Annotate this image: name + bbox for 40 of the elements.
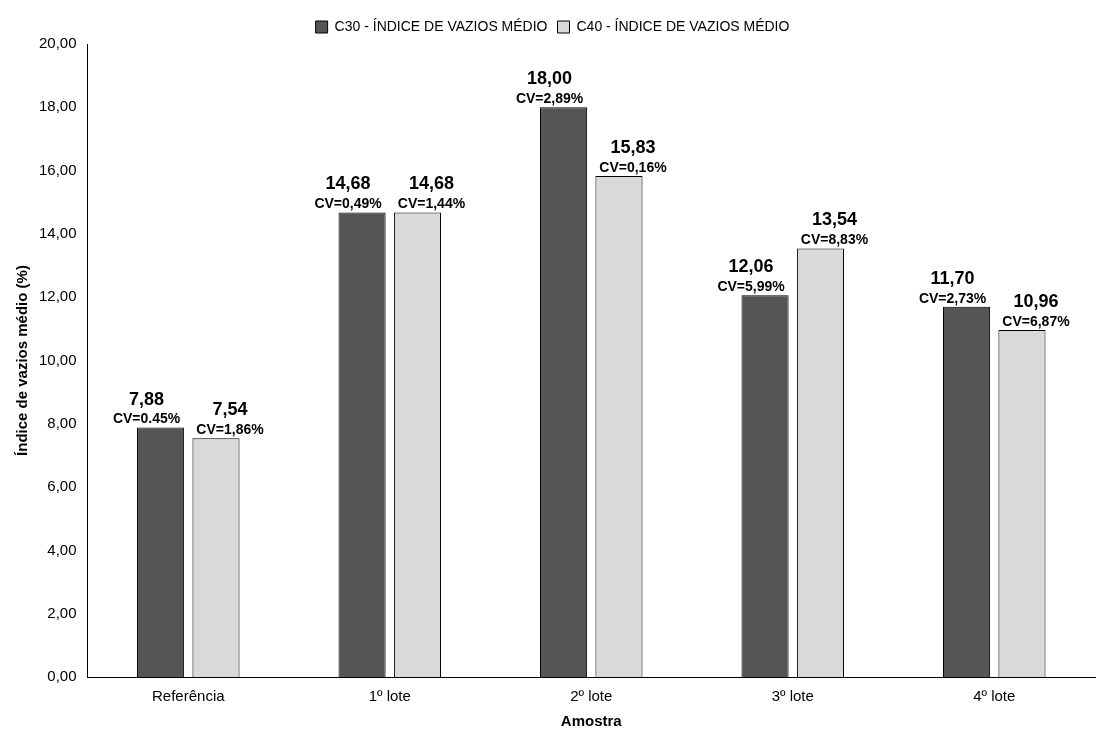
y-tick-label: 2,00 xyxy=(47,603,77,621)
data-label: 14,68 xyxy=(408,173,454,194)
y-tick-label: 12,00 xyxy=(38,287,77,305)
annotation: CV=8,83% xyxy=(800,231,869,248)
data-label: 11,70 xyxy=(930,267,975,288)
x-tick-label: 3º lote xyxy=(771,687,814,705)
annotation: CV=0,16% xyxy=(599,158,668,175)
legend-label: C30 - ÍNDICE DE VAZIOS MÉDIO xyxy=(334,17,548,34)
y-tick-label: 0,00 xyxy=(47,667,77,685)
x-tick-label: 2º lote xyxy=(570,687,613,705)
data-label: 13,54 xyxy=(811,209,857,230)
y-tick-label: 14,00 xyxy=(38,224,77,242)
y-tick-label: 16,00 xyxy=(38,160,77,178)
data-label: 18,00 xyxy=(527,68,573,89)
y-tick-label: 10,00 xyxy=(38,350,77,368)
x-tick-label: Referência xyxy=(152,687,226,705)
y-axis-title: Índice de vazios médio (%) xyxy=(13,265,31,456)
annotation: CV=6,87% xyxy=(1002,312,1071,329)
annotation: CV=0.45% xyxy=(112,410,181,427)
annotation: CV=1,44% xyxy=(397,195,466,212)
data-label: 12,06 xyxy=(728,256,774,277)
y-tick-label: 4,00 xyxy=(47,540,77,558)
legend-label: C40 - ÍNDICE DE VAZIOS MÉDIO xyxy=(576,17,790,34)
x-tick-label: 4º lote xyxy=(973,687,1016,705)
annotation: CV=1,86% xyxy=(196,421,265,438)
data-label: 10,96 xyxy=(1013,291,1059,312)
annotation: CV=2,89% xyxy=(515,90,584,107)
y-tick-label: 6,00 xyxy=(47,477,77,495)
annotation: CV=2,73% xyxy=(918,289,987,306)
data-label: 7,88 xyxy=(129,388,165,409)
annotation: CV=0,49% xyxy=(314,195,383,212)
y-tick-label: 8,00 xyxy=(47,413,77,431)
x-tick-label: 1º lote xyxy=(368,687,411,705)
data-label: 7,54 xyxy=(212,399,248,420)
x-axis-title: Amostra xyxy=(560,712,623,730)
y-tick-label: 20,00 xyxy=(38,34,77,52)
annotation: CV=5,99% xyxy=(717,278,786,295)
data-label: 14,68 xyxy=(325,173,371,194)
y-tick-label: 18,00 xyxy=(38,97,77,115)
data-label: 15,83 xyxy=(610,136,656,157)
